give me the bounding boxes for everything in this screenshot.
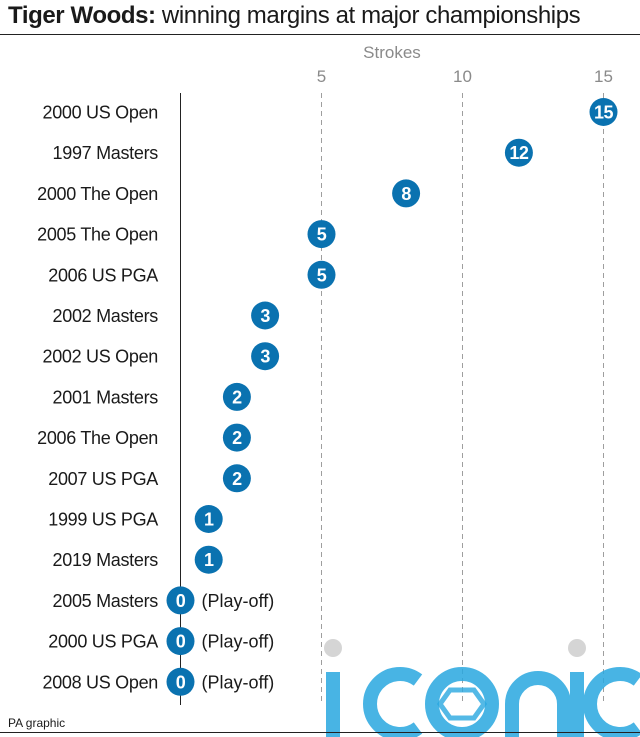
data-point bbox=[222, 382, 251, 411]
annotation-label: (Play-off) bbox=[202, 672, 275, 692]
chart-title-bold: Tiger Woods: bbox=[8, 2, 156, 29]
data-label: 5 bbox=[317, 225, 327, 245]
chart-title-rest: winning margins at major championships bbox=[155, 2, 581, 29]
x-tick-label: 5 bbox=[317, 67, 326, 86]
category-label: 2006 The Open bbox=[37, 428, 158, 448]
data-label: 2 bbox=[232, 469, 242, 489]
category-label: 2001 Masters bbox=[53, 387, 159, 407]
category-label: 2005 The Open bbox=[37, 225, 158, 245]
data-label: 0 bbox=[176, 591, 186, 611]
data-label: 2 bbox=[232, 428, 242, 448]
category-label: 2007 US PGA bbox=[48, 469, 158, 489]
data-label: 0 bbox=[176, 672, 186, 692]
category-label: 2002 Masters bbox=[53, 306, 159, 326]
data-label: 2 bbox=[232, 387, 242, 407]
data-point bbox=[166, 586, 195, 615]
data-label: 12 bbox=[509, 143, 529, 163]
category-label: 2000 The Open bbox=[37, 184, 158, 204]
data-point bbox=[504, 138, 533, 167]
data-point bbox=[392, 179, 421, 208]
category-label: 2006 US PGA bbox=[48, 265, 158, 285]
data-point bbox=[166, 667, 195, 696]
data-label: 8 bbox=[401, 184, 411, 204]
data-label: 15 bbox=[594, 103, 614, 123]
category-label: 1999 US PGA bbox=[48, 510, 158, 530]
category-label: 2008 US Open bbox=[43, 672, 158, 692]
x-tick-label: 10 bbox=[453, 67, 472, 86]
category-label: 2000 US Open bbox=[43, 103, 158, 123]
category-label: 2005 Masters bbox=[53, 591, 159, 611]
data-label: 3 bbox=[260, 347, 270, 367]
data-point bbox=[194, 545, 223, 574]
data-point bbox=[251, 342, 280, 371]
data-label: 5 bbox=[317, 265, 327, 285]
category-label: 2000 US PGA bbox=[48, 632, 158, 652]
annotation-label: (Play-off) bbox=[202, 591, 275, 611]
data-label: 0 bbox=[176, 632, 186, 652]
data-point bbox=[222, 464, 251, 493]
data-point bbox=[307, 260, 336, 289]
category-label: 2002 US Open bbox=[43, 347, 158, 367]
data-point bbox=[251, 301, 280, 330]
credit: PA graphic bbox=[8, 716, 66, 730]
data-label: 1 bbox=[204, 550, 214, 570]
x-axis-label: Strokes bbox=[363, 43, 421, 62]
category-label: 2019 Masters bbox=[53, 550, 159, 570]
data-point bbox=[166, 627, 195, 656]
data-label: 3 bbox=[260, 306, 270, 326]
category-label: 1997 Masters bbox=[53, 143, 159, 163]
data-point bbox=[307, 220, 336, 249]
title-rule bbox=[0, 34, 640, 35]
annotation-label: (Play-off) bbox=[202, 632, 275, 652]
chart-title: Tiger Woods: winning margins at major ch… bbox=[8, 2, 581, 30]
data-point bbox=[222, 423, 251, 452]
x-tick-label: 15 bbox=[594, 67, 613, 86]
data-label: 1 bbox=[204, 510, 214, 530]
bottom-rule bbox=[0, 732, 640, 733]
data-point bbox=[589, 98, 618, 126]
data-point bbox=[194, 505, 223, 533]
